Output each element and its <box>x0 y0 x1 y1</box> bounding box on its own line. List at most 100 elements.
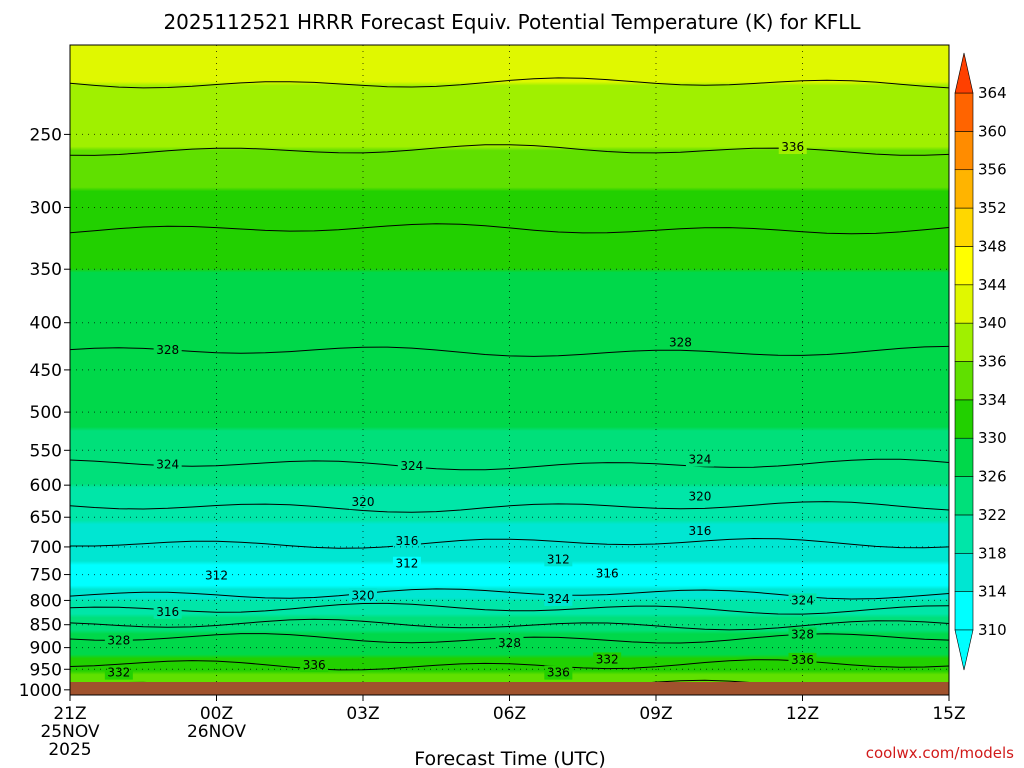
contour-label: 336 <box>547 666 570 680</box>
contour-label: 328 <box>107 633 130 647</box>
contour-label-bg <box>153 457 182 472</box>
y-tick-label: 350 <box>30 260 62 280</box>
colorbar-label: 356 <box>978 161 1007 179</box>
contour-label-bg <box>778 140 807 155</box>
colorbar-label: 322 <box>978 506 1007 524</box>
contour-label: 332 <box>596 652 619 666</box>
colorbar-bin <box>954 476 974 516</box>
contour-label: 324 <box>547 592 570 606</box>
contour-label-bg <box>104 665 133 680</box>
contour-label-bg <box>593 652 622 667</box>
colorbar-bin <box>954 322 974 362</box>
chart-title: 2025112521 HRRR Forecast Equiv. Potentia… <box>163 10 861 34</box>
contour-label-bg <box>685 489 714 504</box>
contour-label: 332 <box>107 666 130 680</box>
colorbar-label: 318 <box>978 544 1007 562</box>
x-tick-date: 25NOV <box>40 722 99 742</box>
colorbar-label: 348 <box>978 237 1007 255</box>
colorbar-label: 340 <box>978 314 1007 332</box>
contour-label-bg <box>788 652 817 667</box>
colorbar-label: 336 <box>978 353 1007 371</box>
contour-label-bg <box>349 588 377 603</box>
colorbar-bin <box>954 361 974 401</box>
contour-label-bg <box>666 335 695 350</box>
colorbar-label: 310 <box>978 621 1007 639</box>
y-tick-label: 400 <box>30 314 62 334</box>
contour-label: 324 <box>156 458 179 472</box>
contour-label: 324 <box>688 453 711 467</box>
colorbar-under-arrow <box>954 629 974 671</box>
contour-line <box>70 345 949 357</box>
colorbar-bin <box>954 92 974 132</box>
y-tick-label: 750 <box>30 566 62 586</box>
colorbar-over-arrow <box>954 52 974 94</box>
colorbar-bin <box>954 591 974 631</box>
contour-line <box>70 618 949 631</box>
contour-label-bg <box>153 342 182 357</box>
contour-label-bg <box>392 534 421 549</box>
contour-label-bg <box>544 552 573 567</box>
contour-label: 336 <box>781 140 804 154</box>
colorbar-bin <box>954 169 974 209</box>
colorbar-label: 326 <box>978 468 1007 486</box>
y-tick-label: 250 <box>30 125 62 145</box>
contour-label: 316 <box>395 534 418 548</box>
contour-label: 312 <box>395 557 418 571</box>
x-tick-year: 2025 <box>48 740 91 760</box>
x-axis-label: Forecast Time (UTC) <box>414 748 605 768</box>
x-tick-label: 12Z <box>786 704 819 724</box>
colorbar-label: 364 <box>978 84 1007 102</box>
colorbar-bin <box>954 437 974 477</box>
y-tick-label: 300 <box>30 198 62 218</box>
y-tick-label: 650 <box>30 508 62 528</box>
contour-labels: 336 328 328 324 324 324 320 320 316 316 312 312 316 3… <box>104 140 817 680</box>
colorbar-bin <box>954 284 974 324</box>
y-tick-label: 800 <box>30 591 62 611</box>
contour-label-bg <box>104 633 133 648</box>
contour-label-bg <box>685 452 714 467</box>
colorbar-bin <box>954 399 974 439</box>
colorbar-label: 314 <box>978 583 1007 601</box>
contour-label: 312 <box>547 552 570 566</box>
colorbar-label: 344 <box>978 276 1007 294</box>
x-tick-label: 00Z <box>200 704 233 724</box>
y-tick-label: 900 <box>30 639 62 659</box>
colorbar-bin <box>954 552 974 592</box>
contour-label: 328 <box>498 636 521 650</box>
grid-lines <box>70 45 949 695</box>
contour-label: 316 <box>596 566 619 580</box>
y-tick-label: 700 <box>30 538 62 558</box>
y-tick-label: 950 <box>30 660 62 680</box>
contour-label: 336 <box>303 658 326 672</box>
contour-label-bg <box>153 604 182 619</box>
x-tick-label: 21Z <box>53 704 86 724</box>
colorbar-label: 330 <box>978 429 1007 447</box>
y-tick-label: 450 <box>30 361 62 381</box>
contour-label-bg <box>495 636 524 651</box>
contour-line <box>70 537 949 549</box>
x-tick-label: 06Z <box>493 704 526 724</box>
y-tick-label: 550 <box>30 441 62 461</box>
contour-label-bg <box>300 658 329 673</box>
colorbar-bin <box>954 131 974 171</box>
contour-label-bg <box>788 627 817 642</box>
contour-label: 316 <box>156 605 179 619</box>
contour-label-bg <box>349 495 377 510</box>
colorbar-label: 352 <box>978 199 1007 217</box>
colorbar-label: 360 <box>978 122 1007 140</box>
contour-label: 316 <box>688 524 711 538</box>
terrain-ground <box>70 682 949 695</box>
y-tick-label: 500 <box>30 403 62 423</box>
x-tick-label: 15Z <box>932 704 965 724</box>
contour-label: 336 <box>791 653 814 667</box>
contour-line <box>70 77 949 89</box>
colorbar-bin <box>954 207 974 247</box>
x-tick-label: 03Z <box>346 704 379 724</box>
contour-label: 328 <box>156 343 179 357</box>
contour-label-bg <box>544 591 573 606</box>
credit-text: coolwx.com/models <box>866 744 1014 762</box>
contour-label-bg <box>202 568 231 583</box>
colorbar-bin <box>954 514 974 554</box>
